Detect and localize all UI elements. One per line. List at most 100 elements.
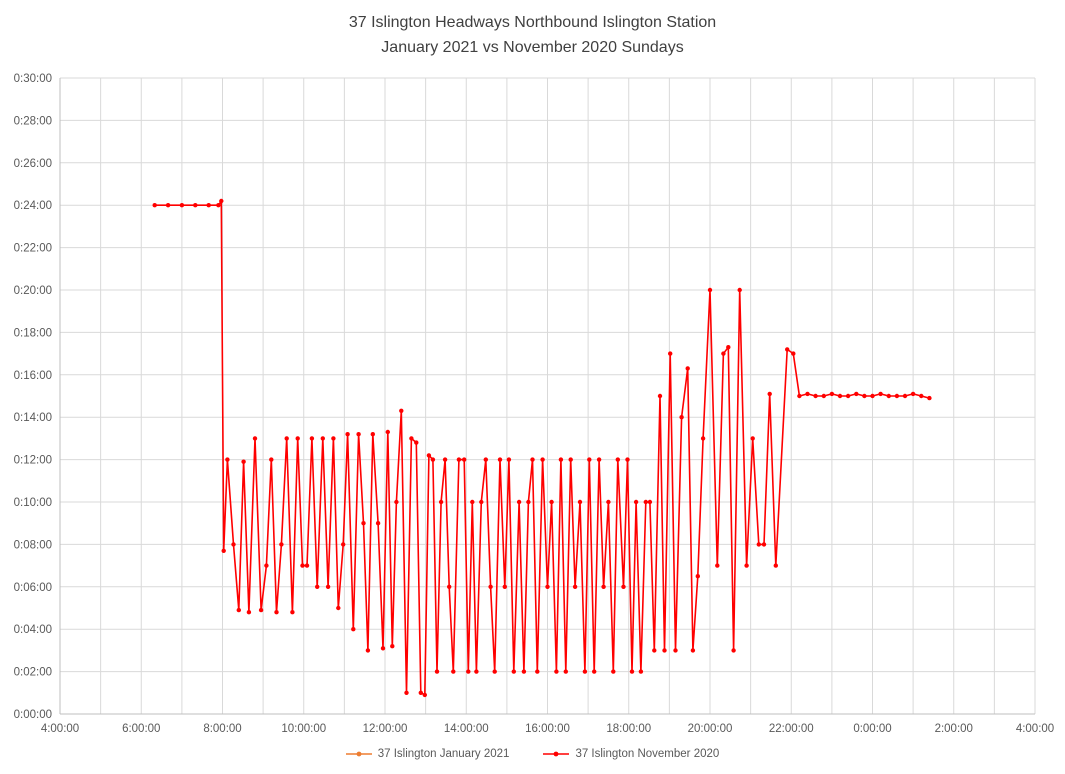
data-point-marker (535, 669, 540, 674)
chart-title: 37 Islington Headways Northbound Islingt… (0, 10, 1065, 60)
y-axis-tick-label: 0:26:00 (14, 158, 52, 170)
data-point-marker (927, 395, 932, 401)
y-axis-tick-label: 0:22:00 (14, 243, 52, 255)
data-point-marker (878, 391, 883, 397)
data-point-marker (829, 391, 835, 397)
data-point-marker (365, 648, 371, 653)
data-point-marker (715, 563, 720, 568)
data-point-marker (695, 574, 700, 579)
chart-title-line2: January 2021 vs November 2020 Sundays (381, 39, 684, 56)
data-point-marker (611, 669, 616, 674)
data-point-marker (466, 669, 471, 674)
data-point-marker (479, 499, 484, 505)
data-point-marker (474, 669, 479, 674)
data-point-marker (252, 436, 258, 441)
y-axis-tick-label: 0:24:00 (14, 200, 52, 212)
data-point-marker (165, 203, 171, 208)
data-point-marker (785, 347, 790, 352)
data-point-marker (351, 627, 356, 632)
legend-item-january-2021[interactable]: 37 Islington January 2021 (345, 748, 509, 760)
data-point-marker (721, 351, 726, 356)
x-axis-tick-label: 18:00:00 (606, 723, 651, 735)
data-point-marker (331, 436, 336, 441)
data-point-marker (773, 563, 778, 568)
data-point-marker (791, 351, 796, 356)
y-axis-tick-label: 0:04:00 (14, 624, 52, 636)
data-point-marker (845, 393, 851, 399)
y-axis-tick-label: 0:30:00 (14, 73, 52, 85)
data-point-marker (409, 436, 414, 441)
chart-title-line1: 37 Islington Headways Northbound Islingt… (348, 14, 717, 31)
data-point-marker (447, 584, 452, 589)
legend-label-november: 37 Islington November 2020 (575, 748, 720, 760)
y-axis-tick-label: 0:02:00 (14, 667, 52, 679)
data-point-marker (451, 669, 456, 674)
data-point-marker (805, 391, 810, 397)
data-point-marker (621, 584, 626, 589)
legend-item-november-2020[interactable]: 37 Islington November 2020 (543, 748, 719, 760)
data-point-marker (767, 391, 772, 397)
data-point-marker (587, 457, 592, 462)
legend-marker-january-icon (345, 751, 372, 757)
data-point-marker (652, 648, 657, 653)
data-point-marker (152, 203, 157, 208)
data-point-marker (756, 542, 761, 547)
data-point-marker (442, 457, 448, 462)
data-point-marker (862, 393, 867, 399)
y-axis-tick-label: 0:20:00 (14, 285, 52, 297)
data-point-marker (625, 457, 630, 462)
data-point-marker (558, 457, 564, 462)
data-point-marker (193, 203, 198, 208)
data-point-marker (418, 690, 423, 695)
data-point-marker (236, 607, 241, 613)
data-point-marker (219, 198, 224, 204)
data-point-marker (647, 499, 653, 505)
plot-svg: 0:00:00 0:02:00 0:04:00 0:06:00 0:08:00 0:10:… (14, 73, 1055, 735)
data-point-marker (258, 607, 264, 613)
data-point-marker (629, 669, 635, 674)
data-point-marker (596, 457, 602, 462)
data-point-marker (910, 391, 916, 397)
data-point-marker (679, 415, 684, 420)
x-axis-tick-label: 16:00:00 (525, 723, 570, 735)
data-point-marker (530, 457, 535, 462)
data-point-marker (179, 203, 185, 208)
data-point-marker (470, 499, 475, 505)
x-axis-tick-label: 6:00:00 (122, 723, 160, 735)
data-point-marker (886, 393, 891, 399)
data-point-marker (414, 440, 419, 445)
data-point-marker (422, 692, 427, 698)
data-point-marker (404, 690, 409, 695)
data-point-marker (638, 669, 644, 674)
x-axis-tick-label: 0:00:00 (853, 723, 891, 735)
data-point-marker (700, 436, 706, 441)
data-point-marker (483, 457, 488, 462)
data-point-marker (744, 563, 749, 568)
data-point-marker (345, 432, 350, 437)
data-point-marker (919, 393, 924, 399)
data-point-marker (592, 669, 597, 674)
y-axis-tick-label: 0:06:00 (14, 582, 52, 594)
data-point-marker (390, 644, 395, 649)
y-axis-tick-label: 0:12:00 (14, 455, 52, 467)
data-point-marker (325, 584, 331, 589)
data-point-marker (497, 457, 503, 462)
y-axis-tick-label: 0:16:00 (14, 370, 52, 382)
data-point-marker (563, 669, 568, 674)
data-point-marker (582, 669, 588, 674)
data-point-marker (511, 669, 516, 674)
data-point-marker (456, 457, 462, 462)
data-point-marker (320, 436, 325, 441)
data-point-marker (462, 457, 467, 462)
x-axis-tick-label: 20:00:00 (688, 723, 733, 735)
data-point-marker (221, 548, 226, 553)
legend-marker-november-icon (543, 751, 570, 757)
data-point-marker (761, 542, 767, 547)
data-point-marker (295, 436, 300, 441)
data-point-marker (643, 499, 648, 505)
y-axis-tick-label: 0:18:00 (14, 327, 52, 339)
series-line (153, 200, 931, 696)
data-point-marker (246, 610, 252, 615)
data-point-marker (502, 584, 507, 589)
